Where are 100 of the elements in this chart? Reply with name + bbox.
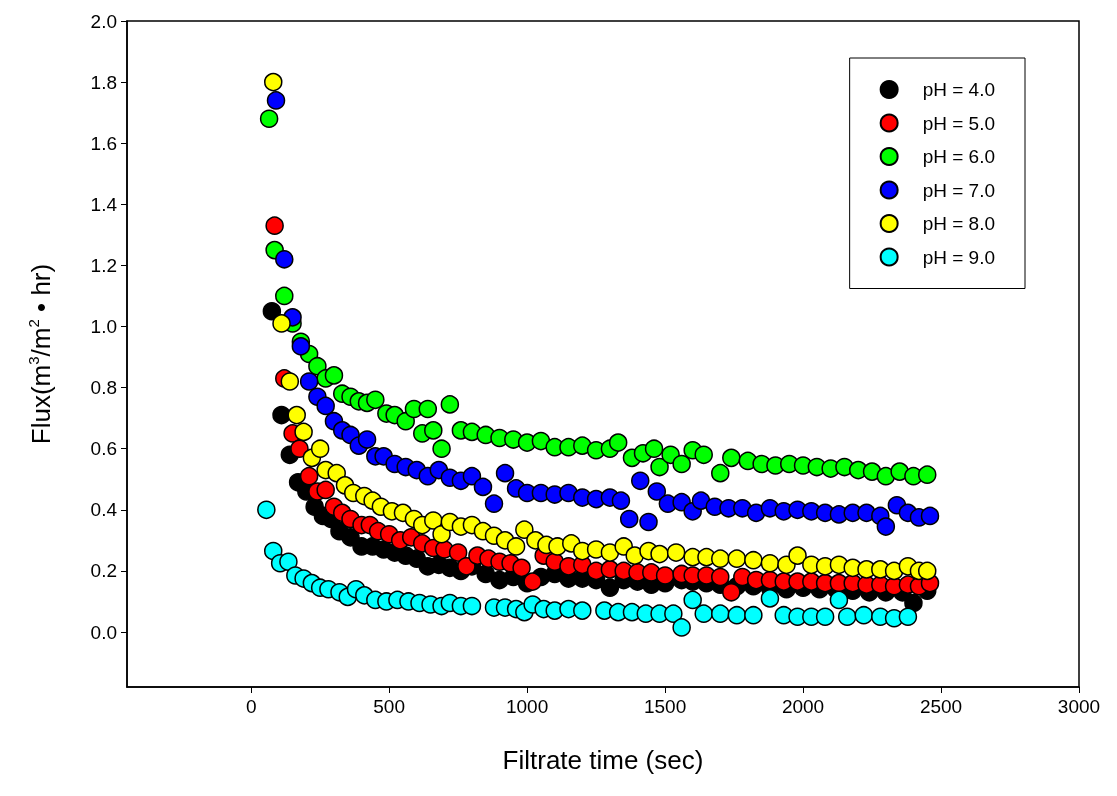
point [275, 250, 294, 269]
y-axis-title: Flux(m3/m2 • hr) [25, 263, 56, 445]
point [854, 605, 874, 625]
point [694, 604, 713, 623]
x-axis-title: Filtrate time (sec) [502, 745, 704, 775]
y-tick-label: 0.8 [90, 377, 117, 399]
point [694, 445, 713, 465]
point [760, 589, 780, 608]
y-tick-label: 1.4 [90, 193, 118, 215]
y-tick-label: 1.2 [90, 254, 117, 276]
y-tick-label: 0.4 [90, 499, 118, 521]
point [722, 448, 741, 468]
y-tick-label: 1.8 [90, 71, 117, 93]
legend-label: pH = 5.0 [922, 112, 996, 134]
point [655, 566, 675, 585]
point [664, 604, 683, 623]
point [644, 439, 664, 458]
point [440, 395, 460, 414]
point [573, 601, 592, 620]
legend-label: pH = 6.0 [922, 146, 996, 167]
point [573, 436, 592, 455]
point [722, 583, 741, 602]
y-tick-label: 2.0 [90, 10, 117, 32]
point [264, 72, 283, 92]
point [650, 544, 669, 564]
point [294, 422, 313, 442]
point [484, 494, 504, 513]
point [829, 590, 849, 610]
point [600, 543, 620, 562]
point [324, 366, 344, 385]
y-tick-label: 0.2 [90, 560, 117, 582]
point [299, 372, 319, 391]
point [711, 567, 730, 587]
point [432, 525, 451, 544]
point [608, 433, 628, 452]
point [424, 421, 443, 440]
point [711, 549, 730, 568]
point [788, 546, 807, 565]
point [672, 454, 691, 474]
legend-label: pH = 9.0 [922, 246, 996, 268]
point [495, 463, 515, 483]
point [462, 596, 482, 616]
point [611, 491, 631, 510]
point [619, 509, 639, 529]
point [650, 457, 669, 477]
y-tick-label: 1.0 [90, 316, 117, 337]
x-tick-label: 2500 [919, 696, 963, 717]
point [691, 491, 711, 510]
point [727, 605, 747, 625]
point [257, 500, 276, 520]
legend-label: pH = 8.0 [922, 213, 996, 234]
x-tick-label: 0 [245, 696, 257, 717]
point [266, 91, 286, 110]
point [666, 543, 686, 562]
point [918, 561, 937, 581]
point [290, 439, 309, 458]
point [711, 604, 730, 623]
point [683, 590, 702, 610]
legend-label: pH = 4.0 [922, 79, 996, 100]
point [396, 411, 415, 431]
point [672, 618, 691, 637]
point [727, 549, 747, 568]
point [904, 593, 923, 613]
point [262, 301, 282, 321]
x-tick-label: 3000 [1057, 696, 1101, 717]
x-tick-label: 500 [373, 696, 405, 717]
point [711, 463, 730, 483]
point [299, 466, 319, 486]
y-tick-label: 0.6 [90, 438, 117, 460]
point [506, 537, 526, 556]
point [515, 520, 534, 539]
point [462, 466, 482, 486]
point [744, 550, 763, 570]
point [512, 558, 531, 578]
point [272, 314, 291, 333]
point [876, 517, 896, 536]
point [760, 554, 780, 573]
point [280, 372, 300, 391]
point [432, 439, 451, 458]
point [920, 506, 940, 526]
x-tick-label: 1500 [643, 696, 687, 717]
point [523, 572, 542, 591]
point [327, 463, 346, 483]
point [316, 480, 335, 500]
point [366, 390, 385, 410]
point [357, 430, 377, 449]
point [457, 557, 476, 576]
point [265, 216, 284, 235]
point [448, 543, 468, 562]
legend-label: pH = 7.0 [922, 179, 996, 201]
point [918, 465, 937, 484]
point [600, 578, 620, 597]
point [639, 512, 658, 532]
point [259, 109, 279, 129]
point [310, 439, 330, 458]
point [631, 471, 650, 491]
point [287, 405, 306, 425]
point [275, 286, 294, 306]
y-tick-label: 1.6 [90, 132, 117, 154]
point [272, 405, 291, 425]
